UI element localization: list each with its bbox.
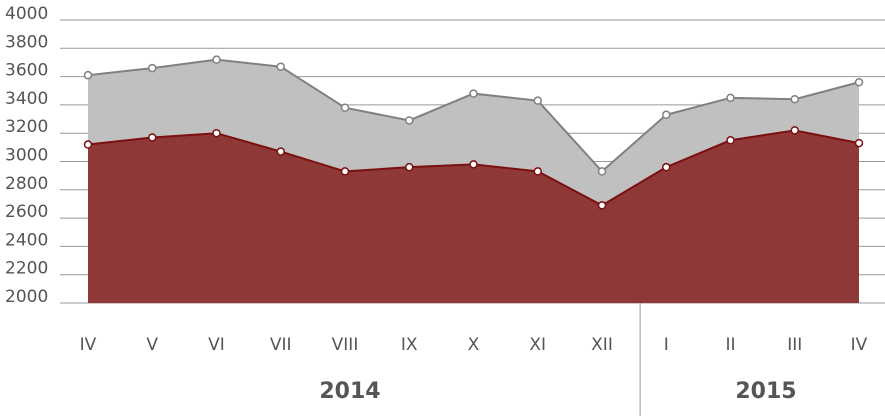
point [726,136,735,145]
group-label: 2014 [319,379,380,404]
x-tick-label: VII [270,335,292,355]
point [405,116,414,125]
x-tick-label: XI [529,335,546,355]
area [88,130,859,303]
point [469,160,478,169]
point [533,167,542,176]
x-tick-label: III [787,335,802,355]
x-tick-label: IV [851,335,868,355]
y-tick-label: 2800 [5,174,48,194]
point [726,93,735,103]
y-tick-label: 4000 [5,4,48,24]
x-tick-label: IX [401,335,418,355]
y-tick-label: 3200 [5,117,48,137]
y-tick-label: 3600 [5,61,48,81]
point [854,78,864,87]
x-tick-label: IV [80,335,97,355]
y-tick-label: 2400 [5,230,48,250]
y-tick-label: 2000 [5,287,48,307]
group-label: 2015 [735,379,796,404]
x-tick-label: I [664,335,669,355]
x-tick-label: XII [591,335,613,355]
point [597,167,607,176]
point [533,96,542,105]
point [83,70,93,80]
point [469,89,478,98]
x-tick-label: V [146,335,158,355]
y-tick-label: 2200 [5,259,48,279]
y-tick-label: 3800 [5,32,48,52]
point [662,110,671,120]
point [790,126,799,135]
x-tick-label: VI [208,335,225,355]
point [148,63,157,73]
point [854,138,864,148]
point [790,94,799,104]
y-tick-label: 3400 [5,89,48,109]
y-tick-label: 3000 [5,146,48,166]
point [276,147,285,156]
point [340,103,350,112]
point [212,55,221,64]
y-tick-label: 2600 [5,202,48,222]
point [340,167,350,176]
point [597,201,607,210]
point [276,62,285,71]
x-tick-label: II [725,335,735,355]
point [148,133,157,142]
point [83,140,93,149]
x-tick-label: X [468,335,480,355]
point [662,162,671,172]
point [212,128,221,138]
point [405,162,414,172]
x-tick-label: VIII [332,335,359,355]
